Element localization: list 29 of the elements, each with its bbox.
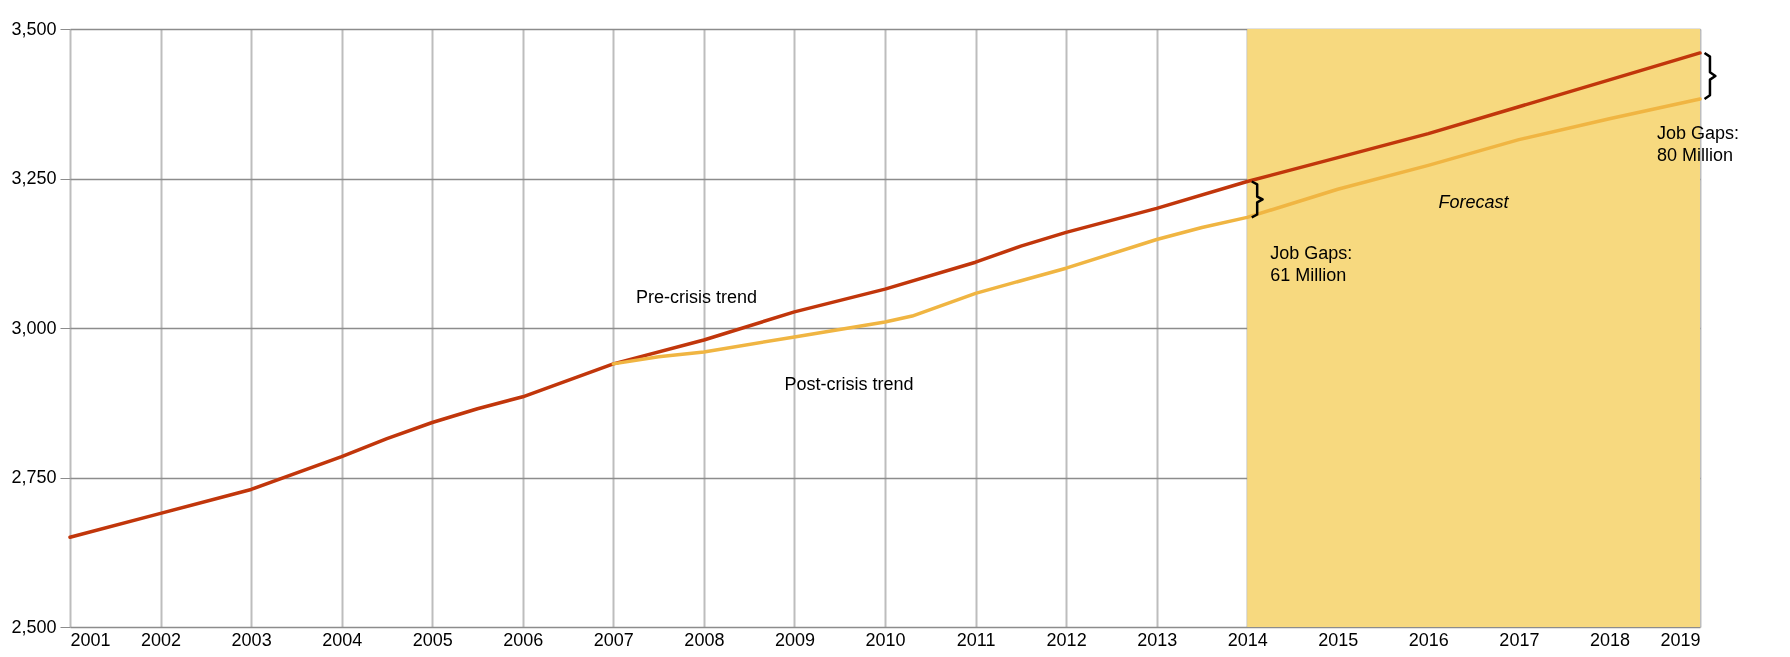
annotation: Job Gaps: 80 Million <box>1657 122 1740 165</box>
x-tick-label: 2006 <box>503 629 544 650</box>
x-tick-label: 2011 <box>956 629 996 650</box>
x-tick-label: 2010 <box>865 629 906 650</box>
annotation: Job Gaps: 61 Million <box>1270 243 1353 286</box>
x-tick-label: 2004 <box>322 629 363 650</box>
series-label: Pre-crisis trend <box>635 286 757 307</box>
x-tick-label: 2003 <box>231 629 272 650</box>
x-tick-label: 2005 <box>412 629 453 650</box>
x-tick-label: 2018 <box>1589 629 1630 650</box>
x-tick-label: 2008 <box>684 629 725 650</box>
y-tick-label: 2,500 <box>11 616 57 637</box>
x-tick-label: 2007 <box>593 629 634 650</box>
x-tick-label: 2009 <box>774 629 815 650</box>
y-tick-label: 3,500 <box>11 18 57 39</box>
x-tick-label: 2002 <box>141 629 182 650</box>
band-label: Forecast <box>1438 192 1510 212</box>
x-tick-label: 2013 <box>1137 629 1178 650</box>
x-tick-label: 2016 <box>1408 629 1449 650</box>
x-tick-label: 2012 <box>1046 629 1087 650</box>
x-tick-label: 2014 <box>1227 629 1268 650</box>
x-tick-label: 2019 <box>1660 629 1701 650</box>
x-tick-label: 2001 <box>70 629 111 650</box>
x-tick-label: 2015 <box>1318 629 1359 650</box>
y-tick-label: 3,250 <box>11 168 57 188</box>
series-label: Post-crisis trend <box>784 373 914 394</box>
y-tick-label: 2,750 <box>11 467 57 487</box>
x-tick-label: 2017 <box>1499 629 1540 650</box>
y-tick-label: 3,000 <box>11 317 57 338</box>
